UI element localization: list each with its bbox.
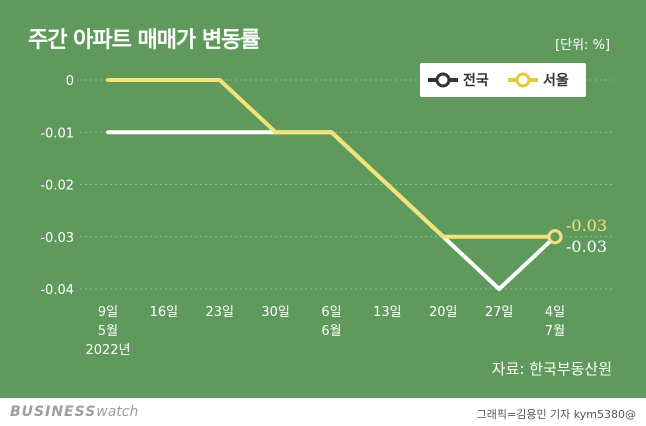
x-tick-label: 9일 5월 2022년 [85,305,130,358]
chart-title: 주간 아파트 매매가 변동률 [28,28,261,53]
x-tick-label: 23일 [205,305,234,320]
x-tick-label: 27일 [485,305,514,320]
legend-label: 서울 [543,72,569,89]
x-tick-label: 4일 7월 [545,305,565,339]
brand-logo: BUSINESSwatch [10,404,138,420]
y-tick-label: -0.01 [40,126,74,141]
y-tick-label: -0.03 [40,231,74,246]
legend-swatch-marker [515,72,531,88]
legend-swatch-marker [435,72,451,88]
series-line-0 [106,130,557,291]
x-tick-label: 20일 [429,305,458,320]
brand-light: watch [96,404,139,420]
brand-bold: BUSINESS [10,404,97,420]
unit-label: [단위: %] [555,38,610,53]
line-chart: 0 -0.01 -0.02 -0.03 -0.04 9일 5월 2022년 16일 23일 30일… [40,63,615,358]
y-axis-ticks: 0 -0.01 -0.02 -0.03 -0.04 [40,74,74,298]
x-axis-ticks: 9일 5월 2022년 16일 23일 30일 6일 6월 13일 20일 27일 4일 7월 [85,305,565,358]
x-tick-label: 13일 [373,305,402,320]
y-tick-label: -0.04 [40,283,74,298]
end-label-seoul: -0.03 [566,216,607,235]
footer-bar: BUSINESSwatch 그래픽=김용민 기자 kym5380@ [0,398,646,426]
legend: 전국 서울 [420,63,586,97]
series-lines [106,78,563,291]
end-point-marker [547,229,563,245]
end-labels: -0.03 -0.03 [566,216,607,256]
x-tick-label: 30일 [261,305,290,320]
series-line-1 [106,78,557,239]
y-tick-label: -0.02 [40,179,74,194]
x-tick-label: 16일 [150,305,179,320]
legend-box [420,63,586,97]
end-label-national: -0.03 [566,237,607,256]
source-note: 자료: 한국부동산원 [491,360,612,378]
y-tick-label: 0 [66,74,74,89]
legend-label: 전국 [463,72,489,89]
graphic-credit: 그래픽=김용민 기자 kym5380@ [476,408,636,421]
x-tick-label: 6일 6월 [321,305,341,339]
